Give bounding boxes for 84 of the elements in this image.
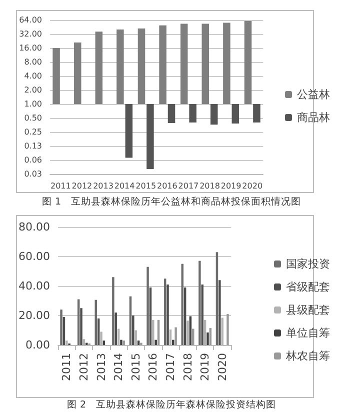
bar <box>80 308 82 345</box>
x-tick-label: 2012 <box>72 182 92 190</box>
y-tick-label: 4.00 <box>24 72 42 80</box>
bar <box>120 340 122 345</box>
bar <box>202 24 210 104</box>
y-tick-label: 0.50 <box>24 114 42 122</box>
x-tick-label: 2017 <box>164 353 177 381</box>
legend-label: 省级配套 <box>286 280 330 294</box>
x-tick-label: 2011 <box>60 353 74 381</box>
bar <box>244 20 252 104</box>
bar <box>122 340 126 345</box>
bar <box>146 266 149 345</box>
y-tick-label: 0.06 <box>24 156 42 164</box>
bar <box>74 42 82 104</box>
x-tick-label: 2012 <box>77 353 90 381</box>
legend-label: 国家投资 <box>286 258 330 270</box>
bar <box>60 310 62 345</box>
bar <box>232 104 240 124</box>
bar <box>210 104 218 125</box>
bar <box>189 104 196 123</box>
bar <box>174 327 177 345</box>
x-tick-label: 2014 <box>114 182 135 190</box>
x-tick-label: 2013 <box>93 182 114 190</box>
x-tick-label: 2018 <box>181 353 194 381</box>
y-tick-label: 8.00 <box>24 58 42 66</box>
y-tick-label: 64.00 <box>19 16 42 24</box>
bar <box>223 22 230 104</box>
y-tick-label: 40.00 <box>18 280 50 292</box>
bar <box>95 32 103 104</box>
bar <box>116 29 124 104</box>
y-tick-label: 0.25 <box>24 128 42 136</box>
bar <box>189 316 192 345</box>
bar <box>138 28 146 104</box>
x-tick-label: 2015 <box>129 353 142 381</box>
legend-label: 单位自筹 <box>286 326 330 340</box>
x-tick-label: 2013 <box>94 353 108 381</box>
x-tick-label: 2014 <box>112 353 126 381</box>
bar <box>52 48 60 104</box>
bar <box>168 104 176 124</box>
y-tick-label: 0.00 <box>26 338 50 352</box>
legend-label: 公益林 <box>297 88 330 101</box>
x-tick-label: 2019 <box>220 182 242 190</box>
x-tick-label: 2016 <box>146 353 160 381</box>
bar <box>218 280 221 345</box>
bar <box>159 25 166 104</box>
y-tick-label: 32.00 <box>19 30 42 38</box>
bar <box>102 340 106 345</box>
bar <box>180 24 188 104</box>
y-tick-label: 60.00 <box>18 250 50 263</box>
bar <box>154 340 157 345</box>
text: 图 2 互助县森林保险历年森林保险投资结构图 <box>66 398 276 410</box>
x-tick-label: 2019 <box>198 353 212 381</box>
x-tick-label: 2018 <box>200 182 220 190</box>
x-tick-label: 2017 <box>178 182 199 190</box>
text: 图 1 互助县森林保险历年公益林和商品林投保面积情况图 <box>42 196 302 208</box>
y-tick-label: 1.00 <box>24 100 42 108</box>
bar <box>125 104 133 158</box>
x-tick-label: 2011 <box>50 182 71 190</box>
x-tick-label: 2020 <box>242 182 263 190</box>
legend-label: 县级配套 <box>286 304 330 316</box>
bar <box>198 260 201 345</box>
y-tick-label: 16.00 <box>19 44 42 52</box>
bar <box>114 312 117 345</box>
bar <box>166 284 169 345</box>
x-tick-label: 2016 <box>156 182 178 190</box>
bar <box>112 277 114 345</box>
bar <box>132 316 134 345</box>
x-tick-label: 2020 <box>216 353 229 381</box>
y-tick-label: 2.00 <box>24 86 42 94</box>
y-tick-label: 80.00 <box>18 220 50 234</box>
bar <box>201 284 204 345</box>
x-tick-label: 2015 <box>136 182 156 190</box>
bar <box>253 104 260 123</box>
bar <box>206 332 209 345</box>
bar <box>146 104 154 170</box>
y-tick-label: 20.00 <box>18 309 50 322</box>
bar <box>226 314 229 345</box>
bar <box>164 278 166 345</box>
y-tick-label: 0.03 <box>24 170 42 178</box>
bar <box>172 340 174 345</box>
legend-label: 商品林 <box>297 111 330 124</box>
legend-label: 林农自筹 <box>285 350 330 362</box>
y-tick-label: 0.13 <box>24 142 42 150</box>
bar <box>137 340 140 345</box>
